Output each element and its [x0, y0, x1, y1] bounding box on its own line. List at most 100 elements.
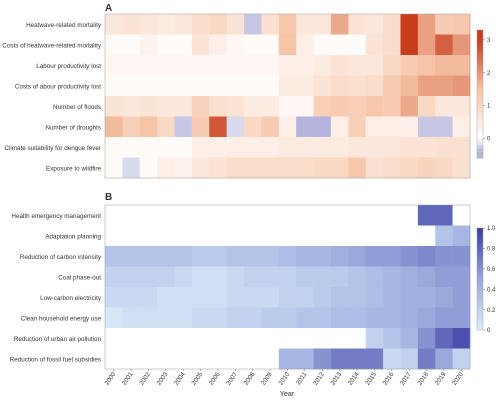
heatmap-cell — [435, 116, 453, 138]
heatmap-cell — [452, 55, 471, 76]
heatmap-cell — [244, 137, 262, 158]
heatmap-cell — [365, 55, 384, 76]
heatmap-cell — [139, 287, 158, 308]
colorbar-step — [477, 294, 483, 298]
heatmap-cell — [400, 225, 419, 247]
heatmap-cell — [244, 34, 262, 56]
heatmap-cell — [278, 34, 297, 56]
colorbar-step — [477, 263, 483, 267]
colorbar-step — [477, 230, 483, 234]
row-label: Clean household energy use — [21, 315, 102, 322]
heatmap-cell — [244, 307, 262, 329]
heatmap-cell — [209, 14, 227, 35]
colorbar-tick-label: 1.0 — [487, 226, 496, 232]
heatmap-cell — [226, 348, 245, 370]
colorbar-step — [477, 119, 483, 124]
heatmap-cell — [330, 287, 349, 308]
x-axis: 2000 2001 2002 2003 2004 2005 2006 2007 2008 2009… — [104, 369, 465, 387]
colorbar-step — [477, 110, 483, 114]
heatmap-cell — [122, 225, 141, 247]
colorbar-tick-label: 2 — [487, 71, 491, 77]
colorbar-step — [477, 135, 483, 140]
heatmap-cell — [261, 307, 280, 329]
colorbar-step — [477, 256, 483, 259]
colorbar-step — [477, 261, 483, 264]
heatmap-cell — [191, 307, 210, 329]
heatmap-cell — [174, 246, 193, 267]
heatmap-cell — [122, 246, 141, 267]
colorbar-step — [477, 258, 483, 262]
heatmap-cell — [191, 55, 210, 76]
heatmap-cell — [244, 348, 262, 370]
colorbar-step — [477, 90, 483, 95]
heatmap-cell — [417, 266, 436, 288]
heatmap-cell — [313, 348, 332, 370]
colorbar-step — [477, 235, 483, 239]
heatmap-cell — [365, 137, 384, 158]
heatmap-cell — [383, 205, 401, 226]
colorbar-step — [477, 106, 483, 111]
heatmap-cell — [348, 137, 367, 158]
heatmap-cell — [383, 75, 401, 97]
colorbar-step — [477, 145, 483, 149]
colorbar-step — [477, 299, 483, 303]
heatmap-cell — [226, 266, 245, 288]
heatmap-cell — [261, 14, 280, 35]
colorbar-step — [477, 100, 483, 104]
heatmap-cell — [313, 34, 332, 56]
x-tick-label: 2012 — [312, 371, 326, 387]
colorbar-step — [477, 324, 483, 328]
x-tick-label: 2020 — [451, 371, 465, 387]
heatmap-cell — [174, 116, 193, 138]
colorbar-step — [477, 253, 483, 257]
heatmap-cell — [383, 14, 401, 35]
heatmap-cell — [435, 287, 453, 308]
row-label: Health emergency management — [11, 213, 101, 220]
heatmap-cell — [348, 116, 367, 138]
heatmap-cell — [417, 34, 436, 56]
heatmap-cell — [157, 205, 175, 226]
heatmap-cell — [226, 157, 245, 179]
heatmap-cell — [244, 266, 262, 288]
heatmap-cell — [365, 287, 384, 308]
heatmap-cell — [400, 116, 419, 138]
colorbar-step — [477, 228, 483, 231]
heatmap-cell — [122, 75, 141, 97]
x-axis-title: Year — [280, 391, 295, 398]
x-tick-label: 2015 — [364, 371, 378, 387]
colorbar-tick-label: 1 — [487, 104, 491, 110]
colorbar-step — [477, 71, 483, 76]
heatmap-cell — [122, 14, 141, 35]
heatmap-cell — [139, 96, 158, 117]
x-tick-label: 2004 — [173, 371, 187, 387]
colorbar-step — [477, 55, 483, 60]
colorbar-step — [477, 84, 483, 88]
heatmap-cell — [400, 34, 419, 56]
heatmap-cell — [400, 348, 419, 370]
colorbar-step — [477, 94, 483, 98]
heatmap-cell — [174, 137, 193, 158]
heatmap-cell — [400, 55, 419, 76]
heatmap-cell — [383, 55, 401, 76]
row-label: Reduction of urban air pollution — [14, 336, 102, 343]
heatmap-cell — [191, 157, 210, 179]
colorbar-step — [477, 49, 483, 53]
colorbar-step — [477, 151, 483, 156]
x-tick-label: 2014 — [347, 371, 361, 387]
heatmap-cell — [330, 205, 349, 226]
heatmap-cell — [191, 205, 210, 226]
colorbar-step — [477, 46, 483, 50]
heatmap-cell — [452, 157, 471, 179]
heatmap-cell — [191, 137, 210, 158]
heatmap-cell — [330, 225, 349, 247]
heatmap-cell — [226, 96, 245, 117]
colorbar-step — [477, 284, 483, 287]
heatmap-cell — [105, 348, 123, 370]
heatmap-cell — [435, 96, 453, 117]
heatmap-cell — [417, 116, 436, 138]
colorbar-step — [477, 248, 483, 252]
heatmap-cell — [435, 75, 453, 97]
heatmap-cell — [191, 348, 210, 370]
heatmap-cell — [157, 96, 175, 117]
heatmap-cell — [139, 137, 158, 158]
